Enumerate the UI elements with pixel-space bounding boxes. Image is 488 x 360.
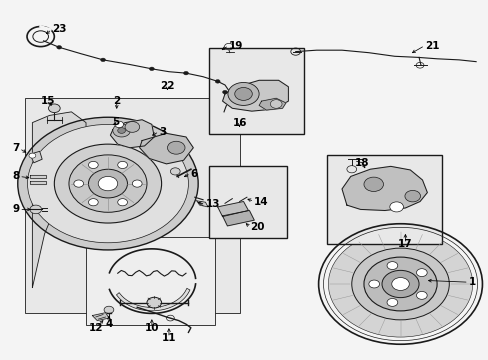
Text: 20: 20 <box>250 222 264 232</box>
Circle shape <box>149 67 154 71</box>
Polygon shape <box>222 80 288 111</box>
Circle shape <box>30 205 41 214</box>
Circle shape <box>132 180 142 187</box>
Polygon shape <box>259 98 285 110</box>
Text: 12: 12 <box>88 323 103 333</box>
Circle shape <box>167 141 184 154</box>
Circle shape <box>57 45 61 49</box>
Polygon shape <box>30 181 45 184</box>
Text: 3: 3 <box>159 127 166 136</box>
Polygon shape <box>110 120 154 148</box>
Polygon shape <box>341 166 427 211</box>
Circle shape <box>389 202 403 212</box>
Circle shape <box>386 298 397 306</box>
Polygon shape <box>222 211 254 226</box>
Text: 15: 15 <box>41 96 56 106</box>
Text: 17: 17 <box>397 239 412 249</box>
Polygon shape <box>92 313 109 320</box>
Polygon shape <box>32 112 86 288</box>
Circle shape <box>416 292 427 299</box>
Circle shape <box>416 269 427 276</box>
Polygon shape <box>196 201 207 207</box>
Circle shape <box>118 128 125 134</box>
Circle shape <box>88 199 98 206</box>
Circle shape <box>381 270 418 298</box>
Text: 2: 2 <box>113 96 120 106</box>
Circle shape <box>368 280 379 288</box>
Bar <box>25 98 239 313</box>
Circle shape <box>363 177 383 192</box>
Circle shape <box>88 169 127 198</box>
Circle shape <box>328 231 472 337</box>
Circle shape <box>234 87 252 100</box>
Circle shape <box>270 100 282 108</box>
Circle shape <box>183 71 188 75</box>
Circle shape <box>386 262 397 270</box>
Bar <box>209 166 287 238</box>
Bar <box>86 237 215 325</box>
Circle shape <box>113 124 130 137</box>
Circle shape <box>170 168 180 175</box>
Circle shape <box>115 121 123 128</box>
Circle shape <box>48 104 60 113</box>
Circle shape <box>125 122 140 132</box>
Circle shape <box>54 144 161 223</box>
Circle shape <box>227 82 259 105</box>
Circle shape <box>98 176 118 191</box>
Circle shape <box>18 117 198 250</box>
Polygon shape <box>30 151 42 163</box>
Circle shape <box>363 257 436 311</box>
Text: 14: 14 <box>254 197 268 207</box>
Polygon shape <box>140 134 193 164</box>
Circle shape <box>215 80 220 83</box>
Circle shape <box>351 248 448 320</box>
Text: 5: 5 <box>112 117 119 127</box>
Polygon shape <box>217 202 248 217</box>
Text: 10: 10 <box>144 323 159 333</box>
Text: 9: 9 <box>12 204 19 215</box>
Text: 22: 22 <box>160 81 174 91</box>
Circle shape <box>147 297 161 308</box>
Text: 18: 18 <box>354 158 369 168</box>
Polygon shape <box>30 175 45 178</box>
Circle shape <box>104 306 114 314</box>
Text: 13: 13 <box>205 199 220 210</box>
Text: 4: 4 <box>105 319 112 329</box>
Text: 6: 6 <box>190 168 198 179</box>
Text: 8: 8 <box>12 171 19 181</box>
Circle shape <box>88 161 98 168</box>
Circle shape <box>118 199 127 206</box>
Circle shape <box>101 58 105 62</box>
Text: 23: 23 <box>52 24 66 35</box>
Text: 1: 1 <box>468 277 475 287</box>
Circle shape <box>27 125 188 243</box>
Circle shape <box>404 190 420 202</box>
Circle shape <box>222 90 227 94</box>
Text: 7: 7 <box>12 143 19 153</box>
Bar <box>327 155 441 244</box>
Text: 21: 21 <box>424 41 439 50</box>
Circle shape <box>391 278 408 291</box>
Bar <box>209 48 304 134</box>
Text: 11: 11 <box>162 333 176 343</box>
Text: 16: 16 <box>232 118 246 128</box>
Circle shape <box>29 153 36 158</box>
Text: 19: 19 <box>228 41 243 50</box>
Circle shape <box>118 161 127 168</box>
Circle shape <box>74 180 83 187</box>
Circle shape <box>69 155 147 212</box>
